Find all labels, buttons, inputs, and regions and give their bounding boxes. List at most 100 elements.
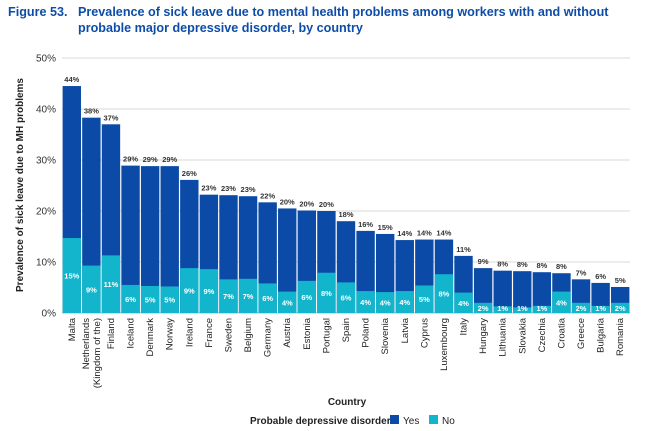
x-tick-label-line: Austria	[282, 317, 293, 347]
bar-no	[375, 292, 395, 313]
x-tick-label-line: Italy	[459, 318, 470, 336]
bar-no	[297, 280, 317, 313]
data-label-yes: 29%	[162, 155, 177, 164]
x-tick-label-line: France	[204, 318, 215, 348]
data-label-yes: 5%	[615, 276, 626, 285]
data-label-yes: 16%	[358, 220, 373, 229]
data-label-no: 4%	[282, 298, 293, 307]
data-label-yes: 44%	[64, 75, 79, 84]
data-label-yes: 20%	[319, 200, 334, 209]
data-label-no: 6%	[301, 293, 312, 302]
bars: 44% 15% 38% 9% 37% 11% 29% 6% 29% 5% 29% 5% 26% 9% 23%…	[62, 75, 630, 313]
x-tick-label: Romania	[615, 317, 626, 356]
bar-no	[219, 279, 238, 313]
bar-no	[278, 291, 297, 313]
bar-no	[532, 305, 552, 313]
x-tick-label-line: Slovakia	[517, 317, 528, 354]
bar-yes	[493, 270, 512, 313]
x-tick-label-line: Poland	[361, 318, 372, 348]
x-tick-label-line: Germany	[263, 318, 274, 357]
figure-title: Figure 53. Prevalence of sick leave due t…	[8, 4, 640, 36]
data-label-yes: 23%	[241, 185, 256, 194]
x-tick-label-line: Malta	[67, 317, 78, 341]
data-label-yes: 8%	[497, 260, 508, 269]
data-label-no: 6%	[262, 294, 273, 303]
x-tick-label-line: Cyprus	[419, 318, 430, 348]
bar-no	[336, 282, 356, 313]
data-label-yes: 20%	[280, 197, 295, 206]
data-label-no: 1%	[595, 304, 606, 313]
x-tick-label: Iceland	[126, 318, 137, 349]
bar-no	[591, 305, 610, 313]
x-tick-label: Sweden	[223, 318, 234, 352]
x-tick-label-line: Finland	[106, 318, 117, 349]
data-label-no: 9%	[203, 287, 214, 296]
data-label-no: 1%	[497, 304, 508, 313]
data-label-no: 4%	[399, 298, 410, 307]
data-label-no: 1%	[536, 304, 547, 313]
data-label-yes: 38%	[84, 107, 99, 116]
x-tick-label: Hungary	[478, 318, 489, 354]
x-tick-label: Norway	[165, 318, 176, 350]
data-label-yes: 20%	[299, 199, 314, 208]
bar-no	[611, 302, 630, 313]
data-label-yes: 14%	[436, 229, 451, 238]
data-label-no: 6%	[341, 294, 352, 303]
x-tick-label: Cyprus	[419, 318, 430, 348]
bar-no	[62, 238, 81, 313]
x-tick-label: Denmark	[145, 318, 156, 357]
data-label-yes: 23%	[221, 184, 236, 193]
data-label-no: 7%	[223, 292, 234, 301]
x-tick-label-line: Hungary	[478, 318, 489, 354]
x-tick-label: Luxembourg	[439, 318, 450, 371]
x-tick-label: Finland	[106, 318, 117, 349]
data-label-yes: 22%	[260, 191, 275, 200]
x-tick-label: Czechia	[537, 317, 548, 352]
x-tick-label: Croatia	[556, 317, 567, 348]
data-label-yes: 26%	[182, 169, 197, 178]
x-tick-label-line: Portugal	[321, 318, 332, 353]
bar-no	[434, 274, 454, 313]
x-tick-label-line: Spain	[341, 318, 352, 342]
legend-label-yes: Yes	[403, 416, 419, 427]
bar-no	[238, 278, 258, 313]
x-axis-title: Country	[328, 397, 367, 408]
data-label-yes: 23%	[201, 184, 216, 193]
bar-no	[199, 269, 219, 313]
data-label-yes: 9%	[478, 257, 489, 266]
x-tick-label: Spain	[341, 318, 352, 342]
x-tick-label: Ireland	[184, 318, 195, 347]
data-label-yes: 8%	[536, 261, 547, 270]
bar-yes	[473, 268, 493, 313]
legend: Probable depressive disorder Yes No	[250, 415, 455, 427]
y-tick-label: 50%	[36, 54, 56, 65]
figure-title-line2: probable major depressive disorder, by c…	[78, 21, 363, 35]
x-tick-label: Estonia	[302, 317, 313, 349]
data-label-yes: 37%	[103, 113, 118, 122]
y-tick-label: 0%	[42, 309, 57, 320]
x-tick-label-line: Lithuania	[498, 317, 509, 356]
bar-yes	[160, 166, 179, 313]
data-label-no: 11%	[104, 280, 119, 289]
bar-no	[121, 284, 140, 313]
bar-no	[571, 302, 591, 313]
data-label-yes: 14%	[397, 229, 412, 238]
bar-no	[513, 307, 532, 313]
data-label-no: 2%	[478, 304, 489, 313]
data-label-no: 4%	[380, 299, 391, 308]
data-label-yes: 29%	[143, 155, 158, 164]
bar-no	[552, 291, 571, 313]
x-tick-label-line: Slovenia	[380, 317, 391, 354]
bar-no	[317, 272, 336, 313]
y-tick-label: 10%	[36, 258, 56, 269]
legend-swatch-no	[429, 415, 438, 424]
legend-label-no: No	[442, 416, 455, 427]
x-tick-label: Bulgaria	[596, 317, 607, 353]
x-axis-category-labels: Malta Netherlands(Kingdom of the) Finland I…	[67, 317, 626, 388]
y-tick-label: 40%	[36, 105, 56, 116]
data-label-yes: 29%	[123, 155, 138, 164]
x-tick-label: Greece	[576, 318, 587, 349]
data-label-yes: 11%	[456, 245, 471, 254]
bar-yes	[140, 166, 160, 313]
data-label-yes: 15%	[378, 223, 393, 232]
